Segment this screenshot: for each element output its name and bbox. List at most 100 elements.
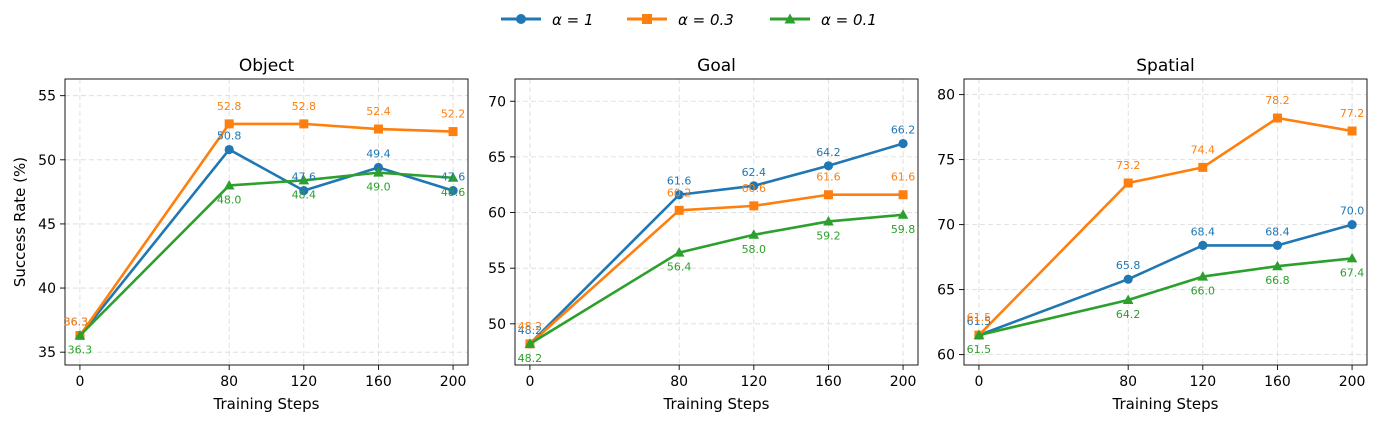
marker-goal-s2-p0 [524,338,536,348]
data-label-object-s2-p2: 48.4 [292,188,317,201]
x-axis-label-spatial: Training Steps [1112,395,1219,413]
data-label-spatial-s2-p0: 61.5 [967,343,992,356]
data-label-goal-s0-p2: 62.4 [742,166,767,179]
data-label-spatial-s2-p4: 67.4 [1340,266,1365,279]
marker-object-s0-p1 [224,144,234,155]
y-tick-label-spatial-0: 60 [937,348,955,364]
data-label-spatial-s1-p2: 74.4 [1191,143,1216,156]
data-label-goal-s2-p3: 59.2 [816,229,841,242]
marker-spatial-s2-p0 [973,329,985,340]
marker-spatial-s2-p4 [1346,252,1358,263]
marker-goal-s2-p3 [823,215,834,226]
panel-spatial: 0 80 120 160 200 60 65 70 75 80 Spatial Training St… [937,56,1368,413]
data-label-object-s0-p3: 49.4 [366,147,391,160]
marker-object-s1-p2 [299,119,309,129]
marker-goal-s1-p3 [823,190,833,200]
data-label-spatial-s1-p0: 61.5 [967,311,992,324]
data-label-spatial-s0-p0: 61.5 [967,315,992,328]
y-tick-label-goal-0: 50 [488,317,506,333]
y-axis-label-object: Success Rate (%) [11,157,29,287]
x-tick-label-object-3: 160 [365,374,392,390]
marker-spatial-s0-p3 [1272,240,1283,250]
data-label-goal-s1-p4: 61.6 [891,171,916,184]
marker-spatial-s1-p4 [1347,126,1357,136]
series-line-goal-2 [529,213,904,345]
x-tick-label-spatial-0: 0 [974,374,983,390]
plot-frame-object [64,78,469,366]
marker-goal-s1-p1 [674,205,684,215]
marker-goal-s2-p1 [673,247,685,257]
data-label-goal-s1-p2: 60.6 [742,182,767,195]
data-label-object-s0-p1: 50.8 [217,130,242,143]
panel-title-object: Object [239,56,295,76]
y-tick-label-spatial-3: 75 [937,153,955,169]
data-label-goal-s2-p1: 56.4 [667,261,692,274]
y-tick-label-object-4: 55 [38,89,56,105]
data-label-spatial-s0-p1: 65.8 [1116,259,1141,272]
marker-object-s2-p0 [74,330,86,340]
marker-goal-s2-p4 [897,209,909,219]
legend-marker-alpha-1 [516,14,526,24]
marker-spatial-s2-p1 [1122,294,1134,304]
marker-spatial-s2-p2 [1197,271,1209,281]
marker-goal-s0-p1 [674,190,684,200]
plot-frame-goal [514,78,919,366]
data-label-goal-s0-p1: 61.6 [667,175,692,188]
x-axis-label-goal: Training Steps [663,395,770,413]
y-tick-label-goal-2: 60 [488,206,506,222]
data-label-object-s1-p1: 52.8 [217,100,242,113]
marker-object-s2-p2 [298,174,310,185]
x-axis-label-object: Training Steps [213,395,320,413]
legend-marker-alpha-0.3 [642,14,652,24]
data-label-spatial-s1-p1: 73.2 [1116,159,1141,172]
y-tick-label-goal-4: 70 [488,94,506,110]
marker-spatial-s1-p3 [1272,113,1282,123]
data-label-object-s1-p3: 52.4 [366,105,391,118]
data-label-object-s2-p4: 48.6 [441,186,466,199]
series-line-object-1 [78,122,454,337]
data-label-goal-s0-p0: 48.2 [518,324,543,337]
y-tick-label-goal-3: 65 [488,150,506,166]
marker-object-s2-p1 [223,179,235,190]
marker-spatial-s0-p1 [1123,274,1133,284]
panel-title-goal: Goal [697,56,736,76]
data-label-object-s1-p4: 52.2 [441,108,466,121]
data-label-spatial-s0-p2: 68.4 [1191,225,1216,238]
marker-object-s1-p3 [373,124,383,134]
data-label-spatial-s2-p2: 66.0 [1191,285,1216,298]
data-label-object-s1-p0: 36.3 [64,316,89,329]
x-tick-label-spatial-1: 80 [1119,374,1137,390]
y-tick-label-object-0: 35 [38,345,56,361]
marker-object-s1-p1 [224,119,234,129]
marker-spatial-s2-p3 [1272,260,1283,271]
x-tick-label-goal-2: 120 [740,374,767,390]
series-line-object-0 [78,148,454,337]
data-label-object-s0-p4: 47.6 [441,171,466,184]
marker-spatial-s1-p1 [1123,178,1133,188]
data-label-goal-s1-p1: 60.2 [667,186,692,199]
data-label-spatial-s1-p4: 77.2 [1340,107,1365,120]
data-label-goal-s1-p3: 61.6 [816,171,841,184]
marker-goal-s2-p2 [748,229,760,239]
x-tick-label-object-1: 80 [220,374,238,390]
x-tick-label-goal-1: 80 [670,374,688,390]
marker-object-s2-p4 [447,172,459,182]
x-tick-label-object-2: 120 [290,374,317,390]
legend-entry-alpha-0.1: α = 0.1 [770,11,877,29]
data-label-goal-s0-p3: 64.2 [816,146,841,159]
x-tick-label-goal-4: 200 [890,374,917,390]
data-label-spatial-s0-p3: 68.4 [1265,225,1290,238]
marker-goal-s0-p3 [823,161,834,171]
series-line-spatial-2 [978,257,1353,337]
marker-object-s1-p4 [448,127,458,137]
marker-spatial-s0-p4 [1347,220,1357,230]
legend-entry-alpha-0.3: α = 0.3 [627,11,734,29]
data-label-spatial-s1-p3: 78.2 [1265,94,1290,107]
x-tick-label-goal-0: 0 [525,374,534,390]
marker-spatial-s1-p2 [1198,162,1208,172]
data-label-spatial-s2-p1: 64.2 [1116,308,1141,321]
data-label-object-s1-p2: 52.8 [292,100,317,113]
x-tick-label-spatial-2: 120 [1189,374,1216,390]
x-tick-label-object-4: 200 [440,374,467,390]
